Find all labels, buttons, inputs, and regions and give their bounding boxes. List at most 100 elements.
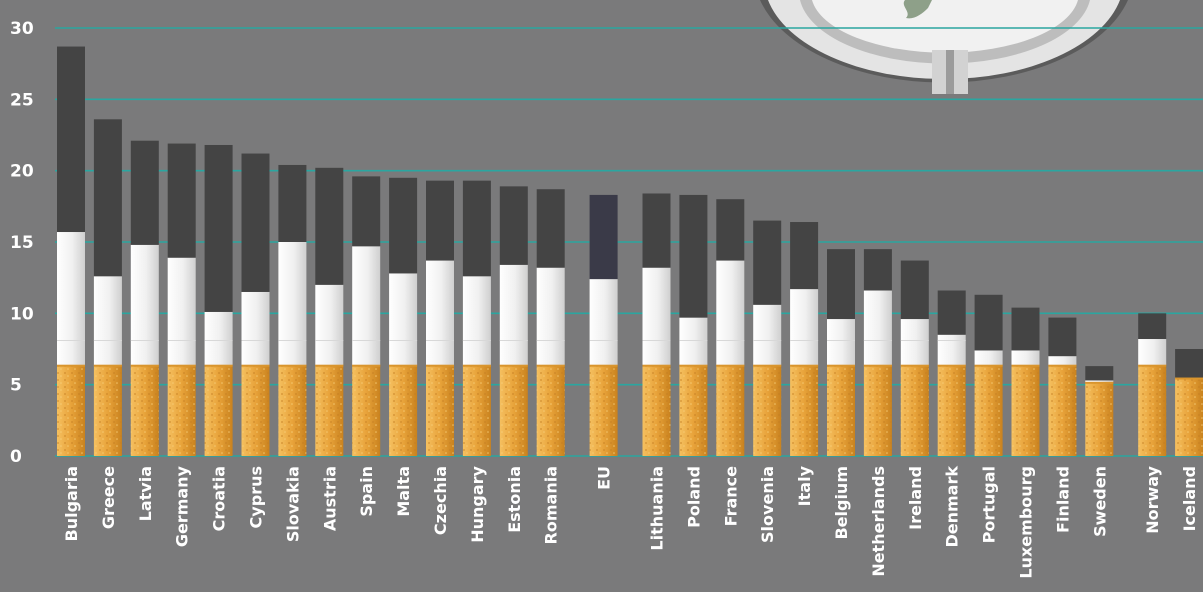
x-tick-label: Ireland xyxy=(906,466,925,530)
bar-bulgaria xyxy=(57,46,85,456)
bar-latvia xyxy=(130,140,159,456)
filter-texture xyxy=(937,364,966,456)
bar-belgium xyxy=(827,249,855,456)
filter-band xyxy=(1011,363,1040,367)
y-axis-ticks: 0 5 10 15 20 25 30 xyxy=(10,19,34,467)
x-tick-label: Belgium xyxy=(832,466,851,540)
bar-segment xyxy=(389,273,418,365)
x-tick-label: Hungary xyxy=(468,465,487,542)
bar-germany xyxy=(167,143,196,456)
bar-segment xyxy=(278,242,307,365)
bar-eu xyxy=(589,194,618,456)
x-tick-label: Cyprus xyxy=(247,466,266,528)
bar-segment xyxy=(937,290,966,335)
filter-band xyxy=(57,363,85,367)
filter-texture xyxy=(1175,377,1203,456)
bar-poland xyxy=(679,194,708,456)
x-tick-label: Slovakia xyxy=(283,466,302,542)
filter-texture xyxy=(57,364,85,456)
bar-hungary xyxy=(462,180,491,456)
x-tick-label: Bulgaria xyxy=(62,466,81,542)
bar-segment xyxy=(462,276,491,365)
filter-texture xyxy=(426,364,454,456)
bar-lithuania xyxy=(642,193,671,456)
bar-segment xyxy=(827,319,855,365)
x-tick-label: Romania xyxy=(542,466,561,544)
filter-texture xyxy=(204,364,233,456)
filter-band xyxy=(389,363,418,367)
filter-texture xyxy=(753,364,782,456)
filter-texture xyxy=(863,364,892,456)
y-tick-label: 30 xyxy=(10,19,34,39)
bar-norway xyxy=(1138,313,1167,456)
bar-spain xyxy=(352,176,381,456)
x-tick-label: France xyxy=(721,466,740,526)
filter-band xyxy=(753,363,782,367)
x-tick-label: Greece xyxy=(99,466,118,529)
x-tick-label: Lithuania xyxy=(648,466,667,551)
bar-segment xyxy=(863,290,892,365)
filter-texture xyxy=(352,364,381,456)
bar-malta xyxy=(389,177,418,456)
filter-texture xyxy=(642,364,671,456)
bar-segment xyxy=(57,232,85,365)
y-tick-label: 5 xyxy=(10,376,22,396)
bar-segment xyxy=(753,304,782,365)
bar-segment xyxy=(536,267,565,365)
x-tick-label: Denmark xyxy=(943,466,962,548)
bar-netherlands xyxy=(863,249,892,456)
bar-segment xyxy=(315,167,344,285)
bar-segment xyxy=(716,260,745,365)
bar-france xyxy=(716,199,745,456)
filter-texture xyxy=(130,364,159,456)
filter-texture xyxy=(462,364,491,456)
x-tick-label: Italy xyxy=(795,465,814,506)
bar-segment xyxy=(589,279,618,365)
filter-texture xyxy=(827,364,855,456)
bar-iceland xyxy=(1175,349,1203,456)
y-tick-label: 20 xyxy=(10,162,34,182)
bar-segment xyxy=(1011,307,1040,351)
filter-band xyxy=(167,363,196,367)
bar-segment xyxy=(827,249,855,320)
bar-greece xyxy=(93,119,122,456)
filter-texture xyxy=(1138,364,1167,456)
bar-segment xyxy=(863,249,892,291)
filter-texture xyxy=(679,364,708,456)
ashtray-illustration xyxy=(760,0,1128,94)
filter-band xyxy=(93,363,122,367)
bar-segment xyxy=(679,194,708,318)
filter-texture xyxy=(167,364,196,456)
bar-ireland xyxy=(900,260,929,456)
bar-portugal xyxy=(974,294,1003,456)
y-tick-label: 15 xyxy=(10,233,34,253)
filter-texture xyxy=(536,364,565,456)
filter-band xyxy=(352,363,381,367)
filter-band xyxy=(937,363,966,367)
bar-segment xyxy=(642,267,671,365)
bar-segment xyxy=(352,176,381,247)
bar-segment xyxy=(536,189,565,268)
filter-band xyxy=(426,363,454,367)
filter-texture xyxy=(499,364,528,456)
bar-segment xyxy=(389,177,418,274)
bar-segment xyxy=(315,284,344,365)
filter-band xyxy=(499,363,528,367)
bar-finland xyxy=(1048,317,1077,456)
filter-texture xyxy=(315,364,344,456)
filter-texture xyxy=(974,364,1003,456)
filter-band xyxy=(827,363,855,367)
bar-segment xyxy=(790,222,819,290)
bar-czechia xyxy=(426,180,454,456)
bar-segment xyxy=(130,244,159,365)
bar-segment xyxy=(900,319,929,365)
x-tick-label: Sweden xyxy=(1090,466,1109,537)
filter-band xyxy=(790,363,819,367)
x-tick-label: Croatia xyxy=(210,466,229,531)
y-tick-label: 0 xyxy=(10,447,22,467)
y-tick-label: 10 xyxy=(10,304,34,324)
bar-segment xyxy=(974,350,1003,365)
filter-texture xyxy=(93,364,122,456)
filter-texture xyxy=(241,364,270,456)
filter-band xyxy=(900,363,929,367)
